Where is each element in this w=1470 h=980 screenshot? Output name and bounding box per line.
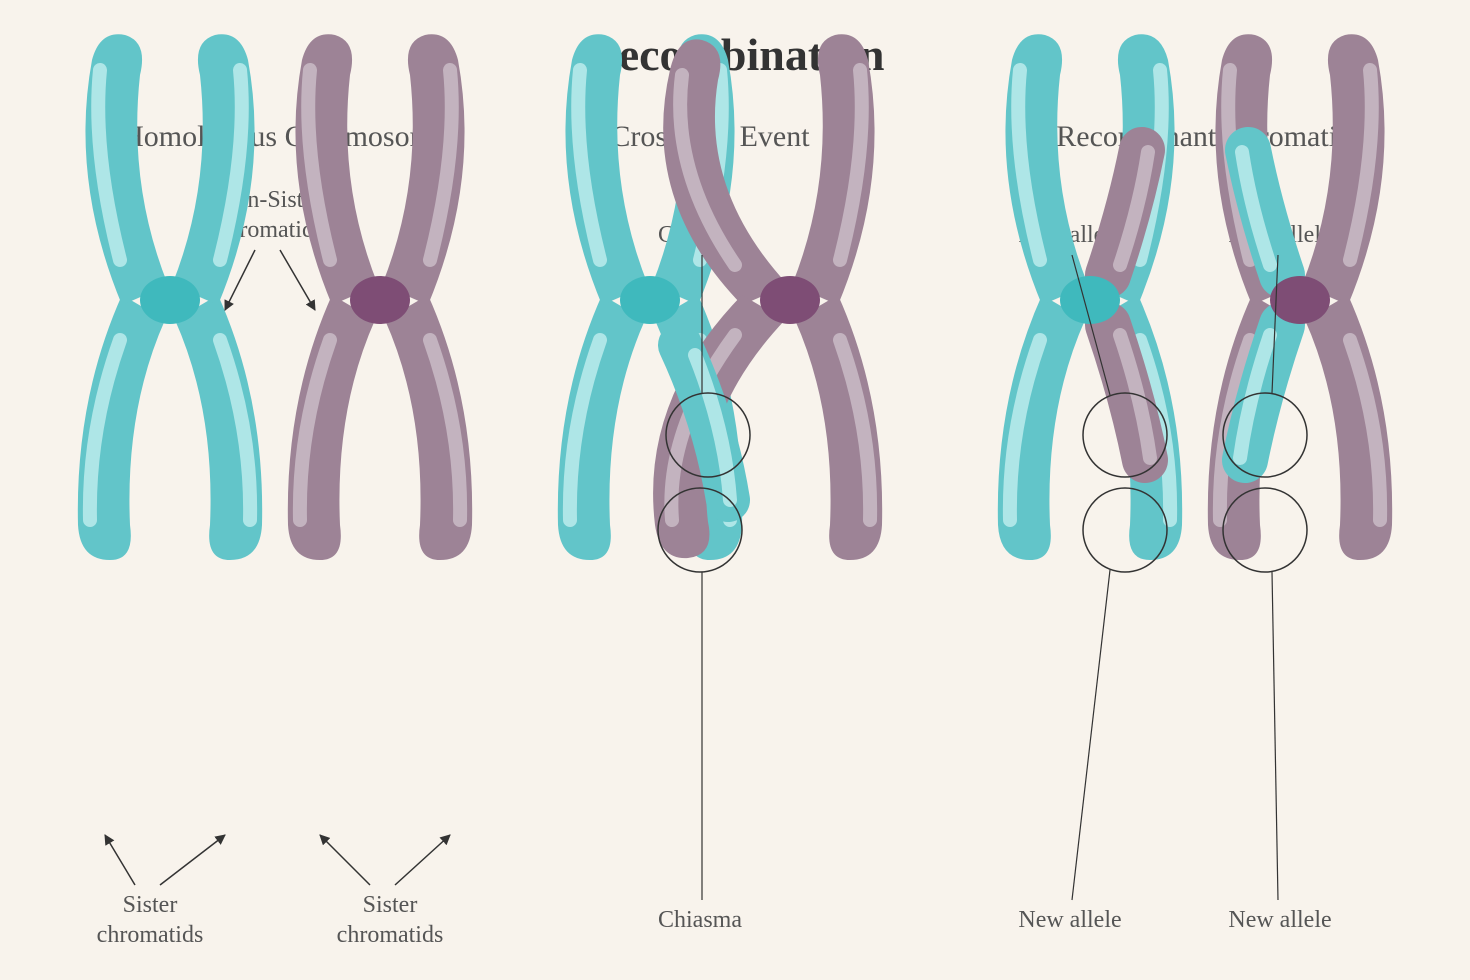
chromosome-mauve-3	[1208, 34, 1392, 560]
chromosome-teal-3	[998, 34, 1182, 560]
chromosome-teal-1	[78, 34, 262, 560]
panel-homologous	[78, 34, 472, 885]
diagram-stage: Recombination Homologous Chromosomes Cro…	[0, 0, 1470, 980]
chromosome-mauve-1	[288, 34, 472, 560]
panel-crossover	[558, 34, 882, 900]
panel-recombinant	[998, 34, 1392, 900]
diagram-svg	[0, 0, 1470, 980]
